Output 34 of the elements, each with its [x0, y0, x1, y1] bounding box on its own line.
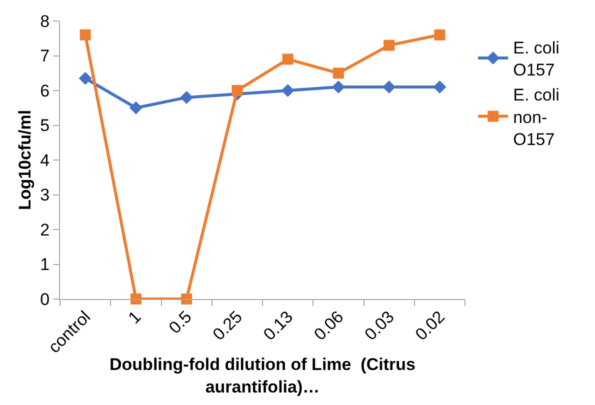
x-tick-label: 0.02	[412, 307, 449, 344]
point	[129, 101, 142, 114]
point	[382, 80, 396, 94]
y-tick-label: 4	[40, 150, 50, 170]
y-tick-label: 1	[40, 255, 50, 274]
x-tick-label: 1	[124, 307, 145, 328]
y-tick-label: 8	[40, 12, 50, 31]
y-tick-label: 6	[40, 81, 50, 100]
point	[332, 68, 344, 79]
y-tick-label: 3	[40, 186, 50, 205]
point	[232, 85, 243, 96]
y-tick-label: 5	[40, 116, 50, 136]
x-tick-label: 0.06	[310, 307, 348, 344]
y-tick-label: 7	[40, 46, 50, 66]
x-tick-label: 0.03	[361, 307, 398, 344]
point	[181, 294, 192, 304]
point	[433, 80, 446, 94]
point	[282, 54, 294, 65]
point	[332, 80, 345, 94]
y-axis-title: Log10cfu/ml	[16, 110, 35, 210]
y-tick-label: 2	[40, 220, 50, 240]
x-tick-label: 0.5	[165, 307, 196, 338]
legend-label: E. coli O157	[513, 38, 560, 80]
point	[384, 40, 395, 51]
x-tick-label: 0.13	[260, 307, 297, 344]
x-axis-title: Doubling-fold dilution of Lime (Citrus aurantifolia)…	[110, 355, 416, 396]
point	[78, 72, 92, 85]
legend-label: E. coli non-O157	[513, 86, 560, 149]
point	[80, 29, 91, 40]
point	[434, 29, 446, 40]
point	[180, 90, 194, 104]
y-tick-label: 0	[40, 290, 50, 309]
point	[130, 294, 142, 304]
point	[281, 84, 294, 97]
